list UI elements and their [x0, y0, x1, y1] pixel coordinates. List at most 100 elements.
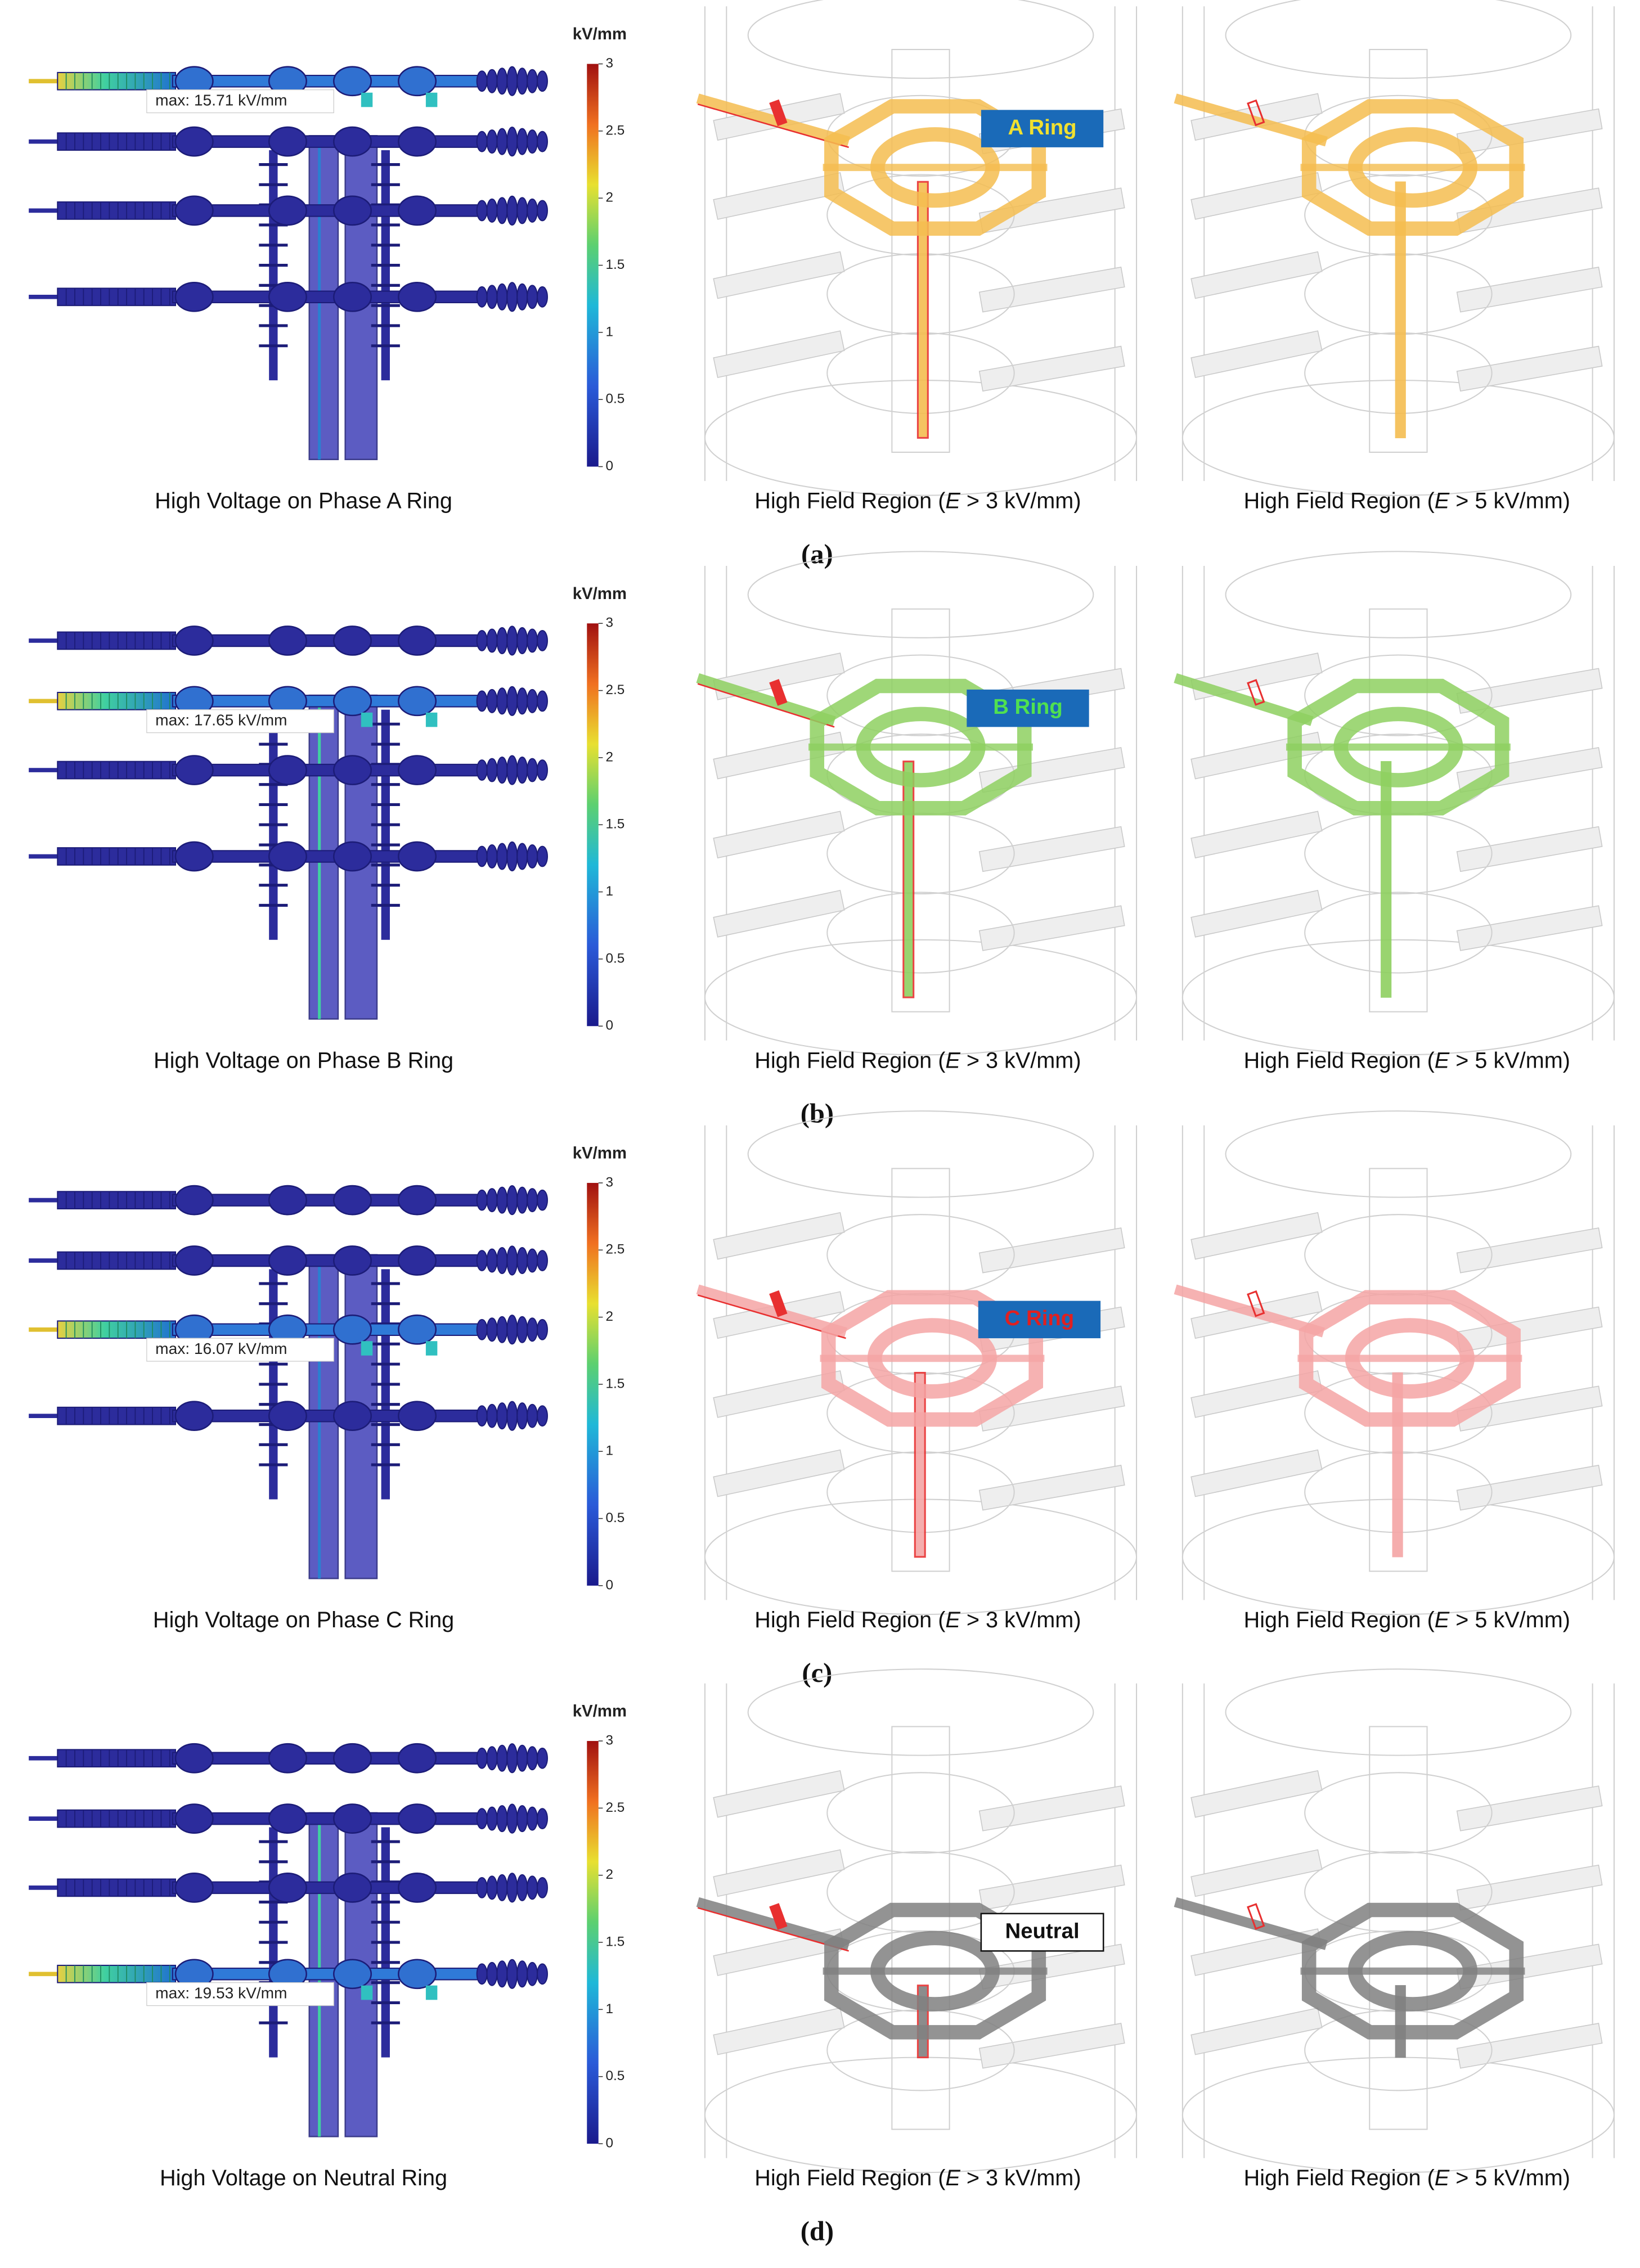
bulb — [333, 281, 372, 312]
panel-label: (c) — [802, 1658, 832, 1688]
bulb — [268, 1803, 307, 1834]
arm-edge — [697, 1294, 846, 1339]
disk — [506, 686, 518, 716]
ring-label: A Ring — [1008, 115, 1077, 140]
disk — [486, 1875, 498, 1900]
colorbar-unit: kV/mm — [573, 1144, 627, 1162]
hot-spot — [361, 712, 373, 727]
colorbar-tick-label: 0.5 — [606, 392, 625, 407]
disk — [537, 1250, 548, 1271]
disk — [516, 687, 528, 715]
bulb — [174, 1743, 214, 1774]
disk — [486, 1746, 498, 1771]
disk — [476, 1876, 488, 1898]
ghost-insulator — [978, 345, 1125, 392]
disk — [527, 198, 538, 223]
disk — [486, 285, 498, 309]
colorbar — [587, 623, 599, 1027]
stem — [916, 181, 929, 439]
bulb — [174, 1803, 214, 1834]
colorbar-tick-label: 2.5 — [606, 1800, 625, 1815]
caption: High Field Region (E > 5 kV/mm) — [1244, 1608, 1570, 1632]
colorbar — [587, 1741, 599, 2144]
bulb — [333, 126, 372, 157]
disk — [496, 1960, 508, 1988]
caption-suffix: > 5 kV/mm) — [1449, 2166, 1570, 2190]
disk — [496, 1744, 508, 1772]
disk — [506, 1743, 518, 1774]
bulb — [268, 626, 307, 656]
ghost-ring — [826, 1772, 1015, 1854]
bulb — [398, 1873, 437, 1903]
ghost-insulator — [713, 811, 845, 859]
bulb — [268, 195, 307, 226]
caption-prefix: High Field Region ( — [754, 2166, 945, 2190]
ghost-insulator — [1456, 1465, 1603, 1511]
insulator — [57, 201, 176, 220]
ghost-insulator — [1190, 251, 1323, 299]
bulb — [268, 1743, 307, 1774]
disk — [527, 628, 538, 653]
disk — [537, 1747, 548, 1769]
disk — [516, 128, 528, 155]
disk — [537, 1405, 548, 1427]
disk — [476, 130, 488, 152]
disk — [527, 285, 538, 309]
region-plot: B Ring — [696, 551, 1138, 1056]
disk — [476, 1405, 488, 1427]
arm-edge — [697, 1907, 849, 1952]
arm — [696, 1284, 848, 1338]
disk — [496, 757, 508, 784]
disk — [516, 627, 528, 654]
bulb — [333, 1401, 372, 1432]
tank-top — [747, 1110, 1094, 1198]
caption-suffix: > 3 kV/mm) — [960, 489, 1081, 514]
hot-spot — [361, 1341, 373, 1356]
arm — [1174, 93, 1328, 147]
ghost-insulator — [713, 251, 845, 299]
bulb — [398, 126, 437, 157]
disk — [506, 1401, 518, 1431]
caption-symbol: E — [945, 1608, 960, 1632]
disk — [496, 1805, 508, 1833]
insulator — [57, 132, 176, 151]
disk — [496, 197, 508, 224]
arm-collar — [1247, 1290, 1265, 1317]
colorbar-tick-label: 0 — [606, 2135, 614, 2150]
ghost-insulator — [1190, 1770, 1323, 1818]
disk — [496, 1246, 508, 1275]
hot-spot — [425, 92, 438, 107]
caption-symbol: E — [945, 1048, 960, 1073]
field-plot: max: 15.71 kV/mm kV/mm 0 0.5 1 1.5 2 2.5 3 — [29, 25, 627, 474]
disk — [476, 1250, 488, 1271]
caption-symbol: E — [945, 489, 960, 514]
hot-spot — [361, 1985, 373, 2000]
colorbar-tick-label: 3 — [606, 1732, 614, 1748]
colorbar-tick-label: 0 — [606, 1577, 614, 1592]
bulb — [268, 126, 307, 157]
insulator — [57, 287, 176, 307]
colorbar-tick-label: 2.5 — [606, 123, 625, 138]
disk — [516, 843, 528, 870]
ring-outer — [1301, 99, 1524, 236]
disk — [516, 283, 528, 310]
disk — [496, 283, 508, 310]
caption: High Field Region (E > 3 kV/mm) — [754, 1608, 1081, 1632]
disk — [486, 1248, 498, 1273]
field-plot: max: 17.65 kV/mm kV/mm 0 0.5 1 1.5 2 2.5 3 — [29, 584, 627, 1033]
arm-collar — [1247, 1903, 1265, 1930]
bulb — [174, 841, 214, 872]
disk — [537, 690, 548, 712]
caption: High Voltage on Phase C Ring — [153, 1608, 454, 1632]
bulb — [174, 1245, 214, 1276]
bulb — [268, 1185, 307, 1216]
bulb — [333, 841, 372, 872]
colorbar-tick-label: 1.5 — [606, 1376, 625, 1391]
disk — [527, 1403, 538, 1428]
region-plot — [1174, 1668, 1615, 2174]
insulator — [57, 1878, 176, 1897]
ghost-column — [1369, 1726, 1428, 2130]
disk — [486, 129, 498, 154]
ghost-insulator — [1190, 1449, 1323, 1497]
ghost-insulator — [713, 1449, 845, 1497]
